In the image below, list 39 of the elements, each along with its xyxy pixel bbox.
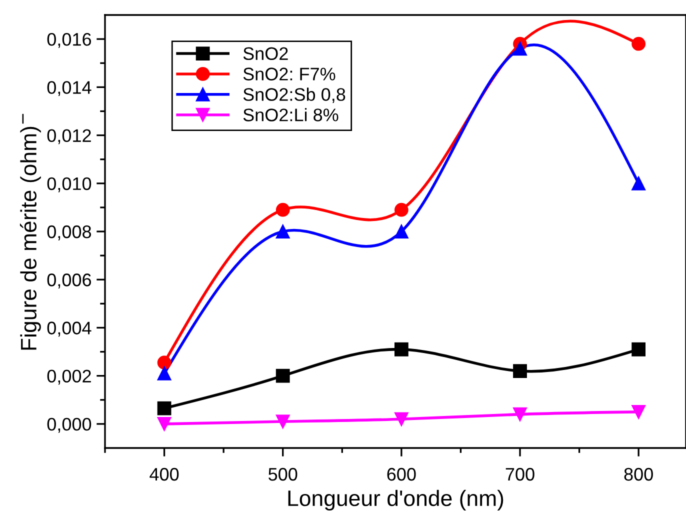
legend-label: SnO2 [243,47,288,60]
point [632,342,646,356]
x-tick-label: 700 [506,468,534,481]
y-tick-label: 0,006 [47,274,92,288]
x-tick-label: 500 [268,468,298,481]
point [632,404,646,419]
point [157,417,172,431]
point [513,42,527,56]
y-tick-label: 0,012 [47,129,91,144]
point [276,368,290,383]
point [157,356,172,370]
y-tick-label: 0,010 [47,177,92,192]
y-tick-label: 0,014 [47,81,92,96]
x-tick-label: 400 [150,468,179,481]
point [513,364,527,378]
y-tick-label: 0,004 [47,322,92,337]
point [276,414,290,428]
y-tick-label: 0,016 [47,32,92,48]
point [632,36,646,51]
y-tick-label: 0,000 [47,418,92,433]
point [394,202,408,217]
point [394,342,408,356]
x-tick-label: 800 [624,468,653,481]
point [157,366,172,380]
y-tick-label: 0,002 [47,370,91,385]
point [276,224,290,238]
point [394,224,408,238]
legend-label: SnO2: F7% [243,68,336,80]
point [276,202,290,217]
point [157,401,172,416]
point [632,176,646,190]
legend-label: SnO2:Sb 0,8 [243,88,346,104]
y-tick-label: 0,008 [47,225,92,240]
legend-label: SnO2:Li 8% [243,108,338,122]
point [394,412,408,426]
point [513,407,527,422]
y-axis-title: Figure de mérite (ohm)$^{−}$ [20,114,41,350]
x-axis-title: Longueur d'onde (nm) [288,490,504,511]
x-tick-label: 600 [387,468,416,481]
